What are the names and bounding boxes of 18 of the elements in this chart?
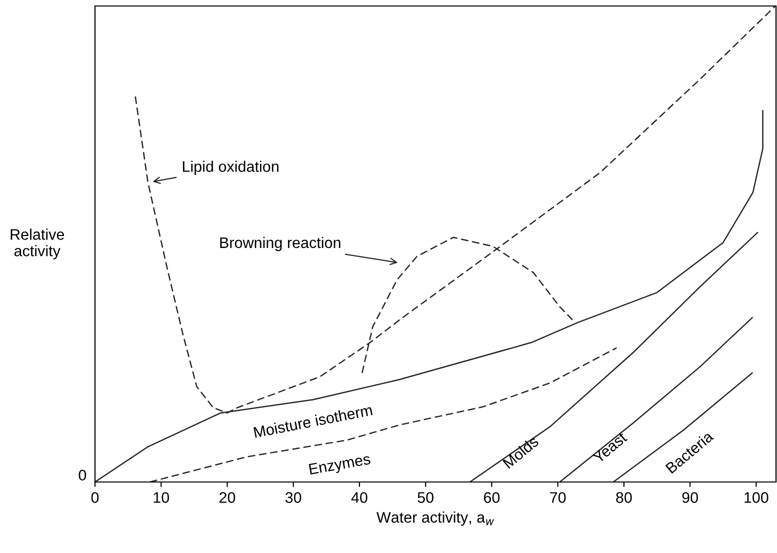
y-axis-title: Relative activity [10, 228, 64, 260]
x-tick-label: 70 [550, 492, 566, 503]
x-tick-label: 30 [285, 492, 302, 503]
text: Moisture isotherm [253, 404, 373, 438]
text: Enzymes [308, 454, 372, 478]
annotation: 0 [78, 470, 86, 481]
text: Lipid oxidation [182, 160, 278, 175]
x-tick-label: 50 [418, 492, 434, 503]
x-tick-label: 60 [484, 492, 500, 503]
x-tick-label: 40 [351, 492, 368, 503]
x-tick-label: 90 [682, 492, 698, 503]
x-tick-label: 100 [744, 492, 768, 503]
x-tick-label: 20 [220, 492, 236, 503]
text: Browning reaction [220, 236, 340, 252]
x-axis-title: Water activity, a$_{w}$ [376, 512, 494, 526]
x-tick-label: 0 [91, 492, 99, 503]
x-tick-label: 10 [154, 492, 170, 503]
x-tick-label: 80 [616, 492, 632, 503]
